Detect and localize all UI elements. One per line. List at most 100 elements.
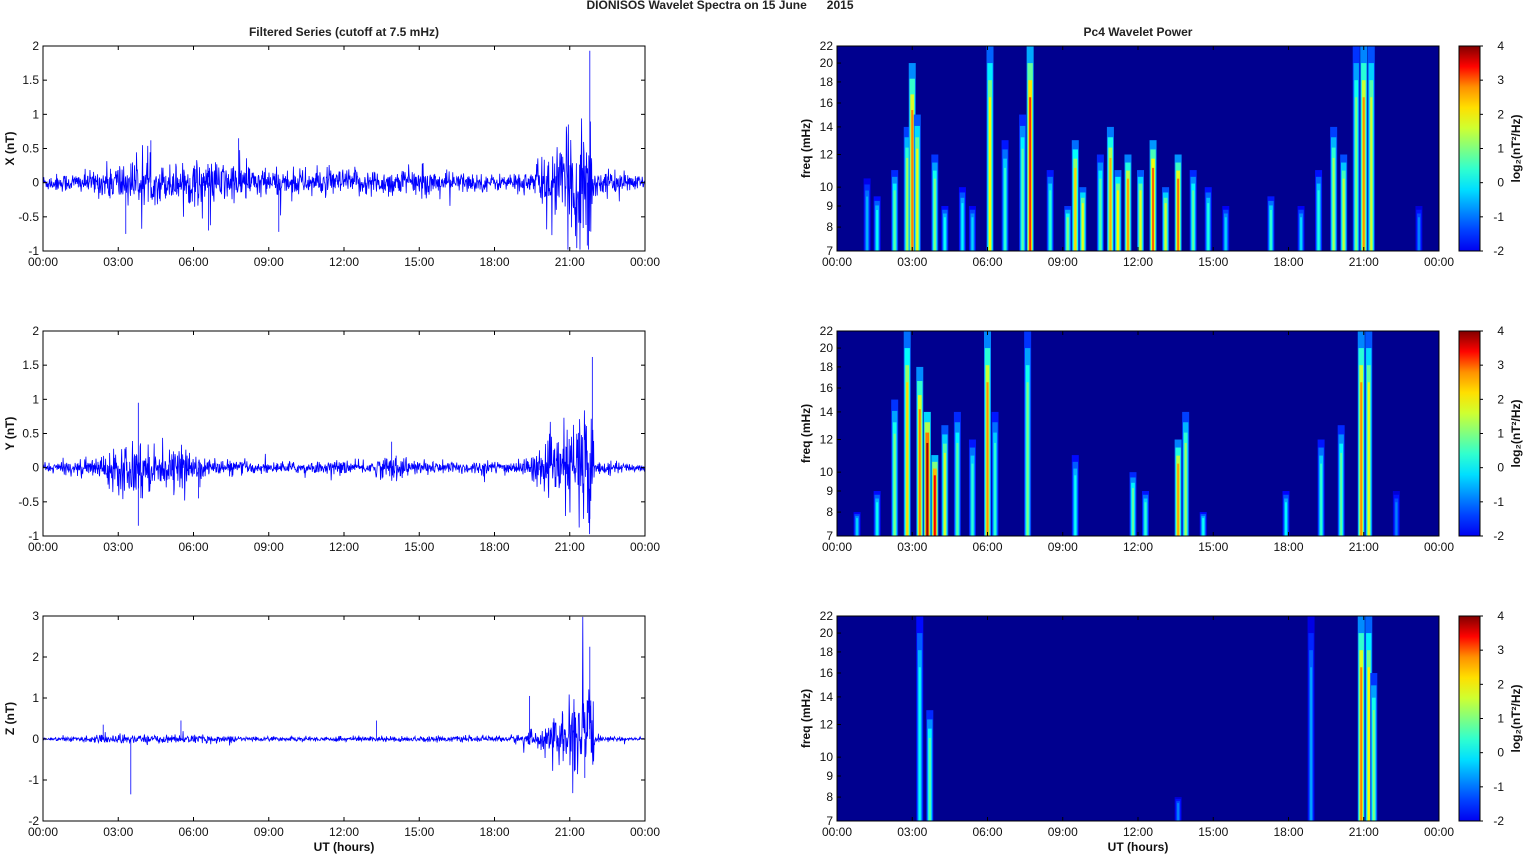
spectrum-x-tick-label: 21:00: [1349, 255, 1379, 269]
burst-streak: [1192, 190, 1195, 251]
y-axis-label: Z (nT): [3, 702, 17, 735]
freq-tick-label: 8: [826, 220, 833, 234]
freq-tick-label: 10: [820, 465, 834, 479]
colorbar-tick-label: -1: [1493, 210, 1504, 224]
spectrum-x-tick-label: 09:00: [1048, 825, 1078, 839]
time-series-panel: -2 -1 0 1 2 3 Z (nT) 00:00 03:00 06:00 09:00 12:00 1…: [3, 609, 660, 854]
freq-tick-label: 7: [826, 814, 833, 828]
colorbar-tick-label: -2: [1493, 244, 1504, 258]
burst-streak: [1207, 203, 1210, 251]
series-x-tick-label: 18:00: [479, 540, 509, 554]
burst-streak: [926, 442, 929, 536]
spectrum-x-tick-label: 00:00: [1424, 255, 1454, 269]
series-x-tick-label: 15:00: [404, 825, 434, 839]
spectrum-x-axis-label: UT (hours): [1108, 840, 1169, 854]
burst-streak: [906, 382, 909, 536]
plot-area: [43, 616, 645, 821]
series-x-tick-label: 15:00: [404, 540, 434, 554]
plot-area: [43, 46, 645, 251]
colorbar-tick-label: 4: [1497, 39, 1504, 53]
spectrum-x-tick-label: 21:00: [1349, 825, 1379, 839]
y-tick-label: -1: [28, 529, 39, 543]
burst-streak: [933, 178, 936, 251]
burst-streak: [1116, 190, 1119, 251]
burst-streak: [1300, 217, 1303, 251]
y-tick-label: 0.5: [22, 427, 39, 441]
burst-streak: [1342, 178, 1345, 251]
spectrum-x-tick-label: 06:00: [972, 540, 1002, 554]
freq-tick-label: 18: [820, 645, 834, 659]
spectrum-x-tick-label: 15:00: [1198, 825, 1228, 839]
series-x-tick-label: 06:00: [178, 825, 208, 839]
freq-tick-label: 12: [820, 148, 834, 162]
freq-tick-label: 22: [820, 324, 834, 338]
colorbar-tick-label: 4: [1497, 609, 1504, 623]
burst-streak: [893, 190, 896, 251]
spectrum-x-tick-label: 21:00: [1349, 540, 1379, 554]
series-line: [42, 616, 646, 794]
freq-tick-label: 10: [820, 180, 834, 194]
series-x-tick-label: 00:00: [28, 255, 58, 269]
freq-tick-label: 8: [826, 790, 833, 804]
burst-streak: [1362, 97, 1365, 251]
burst-streak: [1131, 488, 1134, 536]
burst-streak: [961, 203, 964, 251]
burst-streak: [1370, 97, 1373, 251]
burst-streak: [1340, 452, 1343, 536]
freq-tick-label: 16: [820, 666, 834, 680]
burst-streak: [971, 463, 974, 536]
series-x-tick-label: 12:00: [329, 255, 359, 269]
burst-streak: [916, 148, 919, 251]
burst-streak: [1360, 667, 1363, 821]
colorbar-tick-label: 0: [1497, 746, 1504, 760]
burst-streak: [1139, 190, 1142, 251]
burst-streak: [1126, 178, 1129, 251]
y-tick-label: 1: [32, 691, 39, 705]
series-x-tick-label: 21:00: [555, 255, 585, 269]
y-tick-label: 0.5: [22, 142, 39, 156]
burst-streak: [1026, 382, 1029, 536]
spectrum-title: Pc4 Wavelet Power: [1084, 25, 1193, 39]
spectrum-x-tick-label: 15:00: [1198, 255, 1228, 269]
series-x-tick-label: 15:00: [404, 255, 434, 269]
freq-tick-label: 10: [820, 750, 834, 764]
series-x-tick-label: 12:00: [329, 540, 359, 554]
colorbar: [1458, 45, 1481, 252]
series-x-tick-label: 00:00: [630, 825, 660, 839]
y-tick-label: -2: [28, 814, 39, 828]
burst-streak: [986, 382, 989, 536]
freq-tick-label: 12: [820, 718, 834, 732]
y-tick-label: 0: [32, 732, 39, 746]
plot-area: [43, 331, 645, 536]
burst-streak: [876, 502, 879, 536]
freq-tick-label: 12: [820, 433, 834, 447]
y-tick-label: -1: [28, 244, 39, 258]
burst-streak: [1152, 167, 1155, 251]
burst-streak: [1184, 442, 1187, 536]
y-tick-label: 2: [32, 650, 39, 664]
burst-streak: [1144, 502, 1147, 536]
y-tick-label: -0.5: [18, 210, 39, 224]
burst-streak: [1177, 803, 1180, 821]
colorbar-tick-label: 4: [1497, 324, 1504, 338]
spectrum-x-tick-label: 00:00: [1424, 540, 1454, 554]
freq-tick-label: 18: [820, 75, 834, 89]
y-tick-label: 1.5: [22, 73, 39, 87]
freq-tick-label: 16: [820, 96, 834, 110]
freq-tick-label: 16: [820, 381, 834, 395]
bursts: [863, 46, 1423, 251]
spectrum-x-tick-label: 03:00: [897, 540, 927, 554]
spectrum-x-tick-label: 00:00: [822, 255, 852, 269]
spectrogram-background: [837, 616, 1439, 821]
colorbar-tick-label: 0: [1497, 176, 1504, 190]
burst-streak: [1066, 217, 1069, 251]
colorbar-label: log₂(nT²/Hz): [1509, 400, 1523, 468]
spectrum-x-tick-label: 15:00: [1198, 540, 1228, 554]
burst-streak: [1109, 157, 1112, 251]
colorbar-tick-label: -2: [1493, 529, 1504, 543]
colorbar-tick-label: 2: [1497, 392, 1504, 406]
y-tick-label: 0: [32, 461, 39, 475]
